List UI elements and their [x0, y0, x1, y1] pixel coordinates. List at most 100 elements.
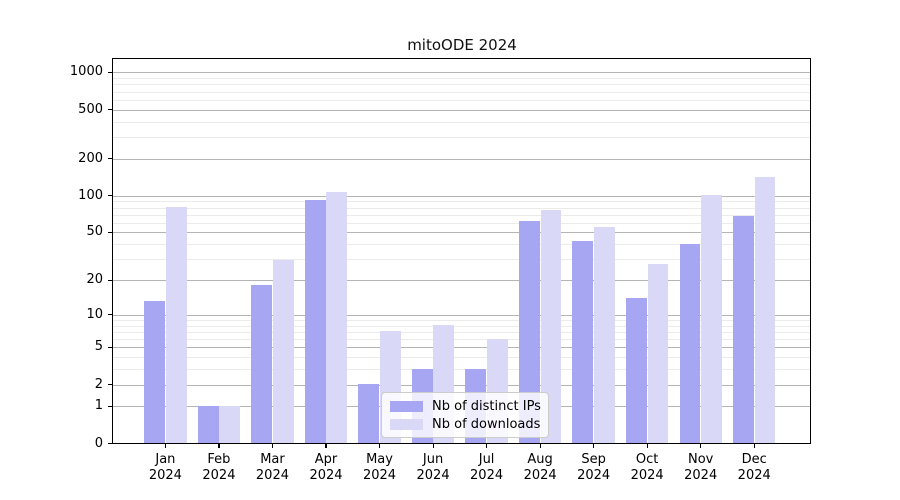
- y-tick-mark: [108, 314, 113, 316]
- x-tick-year: 2024: [737, 468, 771, 483]
- major-gridline: [113, 195, 810, 197]
- x-tick-label: Feb 2024: [189, 452, 249, 484]
- minor-gridline: [113, 222, 810, 224]
- minor-gridline: [113, 214, 810, 216]
- minor-gridline: [113, 244, 810, 246]
- bar-downloads-dec: [754, 177, 776, 443]
- legend: Nb of distinct IPs Nb of downloads: [381, 392, 549, 438]
- x-tick-mark: [271, 444, 274, 448]
- x-tick-year: 2024: [362, 468, 397, 483]
- bar-distinct-ips-apr: [304, 199, 326, 443]
- y-tick-label: 50: [86, 224, 103, 240]
- x-tick-mark: [164, 444, 167, 448]
- x-tick-year: 2024: [684, 468, 718, 483]
- y-tick-mark: [108, 158, 113, 160]
- x-tick-year: 2024: [202, 468, 236, 483]
- x-tick-month: Apr: [314, 452, 338, 467]
- x-tick-month: Dec: [741, 452, 767, 467]
- x-tick-mark: [646, 444, 648, 448]
- minor-gridline: [113, 84, 810, 86]
- y-tick-label: 100: [78, 187, 103, 203]
- plot-inner: [113, 59, 810, 443]
- x-tick-year: 2024: [470, 468, 504, 483]
- major-gridline: [113, 109, 810, 111]
- bar-distinct-ips-mar: [251, 284, 273, 443]
- x-tick-label: Aug 2024: [510, 452, 570, 484]
- y-tick-mark: [108, 384, 113, 386]
- y-tick-mark: [108, 71, 113, 74]
- x-tick-label: Oct 2024: [617, 452, 677, 484]
- minor-gridline: [113, 78, 810, 80]
- minor-gridline: [113, 207, 810, 209]
- major-gridline: [113, 158, 810, 160]
- y-tick-mark: [108, 443, 113, 445]
- x-tick-label: Jul 2024: [457, 452, 517, 484]
- x-tick-label: Nov 2024: [671, 452, 731, 484]
- x-tick-year: 2024: [309, 468, 343, 483]
- x-tick-mark: [379, 444, 381, 448]
- x-tick-mark: [432, 444, 434, 448]
- legend-label: Nb of distinct IPs: [432, 398, 541, 414]
- x-tick-month: Feb: [207, 452, 231, 467]
- minor-gridline: [113, 357, 810, 359]
- y-tick-label: 0: [94, 435, 103, 451]
- x-tick-label: Dec 2024: [724, 452, 784, 484]
- legend-swatch: [390, 400, 423, 412]
- y-tick-label: 1: [94, 398, 103, 414]
- legend-label: Nb of downloads: [432, 416, 541, 432]
- x-tick-month: Jul: [478, 452, 495, 467]
- x-tick-year: 2024: [148, 468, 182, 483]
- bar-downloads-aug: [540, 210, 562, 443]
- y-tick-label: 2: [94, 376, 103, 392]
- bar-distinct-ips-may: [358, 384, 380, 443]
- bar-downloads-jan: [165, 207, 187, 443]
- x-tick-year: 2024: [416, 468, 450, 483]
- chart-title: mitoODE 2024: [407, 36, 517, 54]
- y-tick-mark: [108, 279, 113, 281]
- x-tick-mark: [218, 444, 220, 448]
- bar-distinct-ips-aug: [518, 221, 540, 443]
- major-gridline: [113, 232, 810, 234]
- x-tick-month: Nov: [688, 452, 714, 467]
- minor-gridline: [113, 369, 810, 371]
- x-tick-year: 2024: [577, 468, 611, 483]
- legend-entry-distinct-ips: Nb of distinct IPs: [390, 398, 541, 414]
- bar-distinct-ips-sep: [572, 241, 594, 443]
- minor-gridline: [113, 319, 810, 321]
- minor-gridline: [113, 339, 810, 340]
- major-gridline: [113, 72, 810, 74]
- minor-gridline: [113, 201, 810, 203]
- minor-gridline: [113, 325, 810, 327]
- y-tick-label: 500: [78, 101, 103, 117]
- x-tick-month: Oct: [635, 452, 659, 467]
- x-tick-mark: [486, 444, 488, 448]
- x-tick-mark: [753, 444, 755, 448]
- major-gridline: [113, 280, 810, 281]
- y-tick-label: 200: [78, 150, 103, 166]
- major-gridline: [113, 314, 810, 316]
- x-tick-label: Sep 2024: [564, 452, 624, 484]
- x-tick-label: Apr 2024: [296, 452, 356, 484]
- legend-swatch: [390, 418, 423, 430]
- x-tick-year: 2024: [630, 468, 664, 483]
- y-tick-mark: [108, 195, 113, 197]
- x-tick-month: Jun: [422, 452, 444, 467]
- minor-gridline: [113, 91, 810, 93]
- plot-area: [112, 58, 811, 444]
- y-tick-label: 20: [86, 272, 103, 287]
- y-tick-mark: [108, 109, 113, 111]
- minor-gridline: [113, 99, 810, 101]
- x-tick-month: Aug: [527, 452, 553, 467]
- bar-downloads-oct: [647, 264, 669, 443]
- x-tick-mark: [325, 444, 327, 448]
- y-tick-label: 5: [94, 339, 103, 355]
- bar-distinct-ips-oct: [625, 297, 647, 443]
- x-tick-label: May 2024: [350, 452, 410, 484]
- minor-gridline: [113, 331, 810, 333]
- legend-entry-downloads: Nb of downloads: [390, 417, 540, 432]
- x-tick-month: Mar: [260, 452, 285, 467]
- x-tick-month: Sep: [581, 452, 606, 467]
- y-tick-label: 10: [86, 306, 103, 322]
- minor-gridline: [113, 137, 810, 139]
- x-tick-label: Jun 2024: [403, 452, 463, 484]
